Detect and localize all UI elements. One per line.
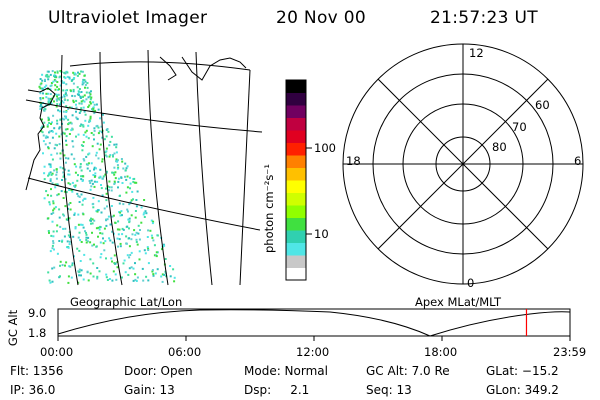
- dsp-value: Dsp: 2.1: [244, 383, 310, 397]
- time-tick-1800: 18:00: [424, 345, 458, 359]
- date-label: 20 Nov 00: [276, 8, 366, 28]
- geo-latitude: GLat: −15.2: [486, 364, 559, 378]
- colorbar-tick-10: 10: [314, 227, 329, 241]
- time-tick-2359: 23:59: [553, 345, 587, 359]
- time-label: 21:57:23 UT: [430, 8, 538, 28]
- time-tick-0000: 00:00: [40, 345, 74, 359]
- mlt-label-6: 6: [574, 154, 582, 168]
- gc-altitude: GC Alt: 7.0 Re: [366, 364, 450, 378]
- mlat-label-70: 70: [512, 120, 527, 134]
- sequence-value: Seq: 13: [366, 383, 412, 397]
- time-tick-0600: 06:00: [168, 345, 202, 359]
- gain-value: Gain: 13: [124, 383, 175, 397]
- geographic-panel-label: Geographic Lat/Lon: [70, 295, 183, 309]
- mlat-label-60: 60: [535, 98, 550, 112]
- coastline: [25, 56, 247, 191]
- image-title: Ultraviolet Imager: [48, 8, 208, 28]
- flight-number: Flt: 1356: [10, 364, 64, 378]
- door-status: Door: Open: [124, 364, 193, 378]
- mlt-label-0: 0: [467, 276, 475, 290]
- alt-axis-label: GC Alt: [6, 309, 20, 347]
- mlat-label-80: 80: [492, 140, 507, 154]
- mlt-label-12: 12: [469, 46, 484, 60]
- colorbar-tick-100: 100: [314, 141, 336, 155]
- geo-grid: [25, 49, 263, 286]
- mlt-label-18: 18: [346, 154, 361, 168]
- mode-value: Mode: Normal: [244, 364, 328, 378]
- colorbar-unit-label: photon cm⁻²s⁻¹: [262, 164, 276, 253]
- altitude-curve: [57, 309, 571, 337]
- aurora-speckles: [38, 70, 176, 284]
- alt-max-label: 9.0: [28, 306, 47, 320]
- ip-value: IP: 36.0: [10, 383, 56, 397]
- alt-min-label: 1.8: [28, 326, 47, 340]
- geo-longitude: GLon: 349.2: [486, 383, 559, 397]
- apex-panel-label: Apex MLat/MLT: [415, 295, 502, 309]
- time-tick-1200: 12:00: [296, 345, 330, 359]
